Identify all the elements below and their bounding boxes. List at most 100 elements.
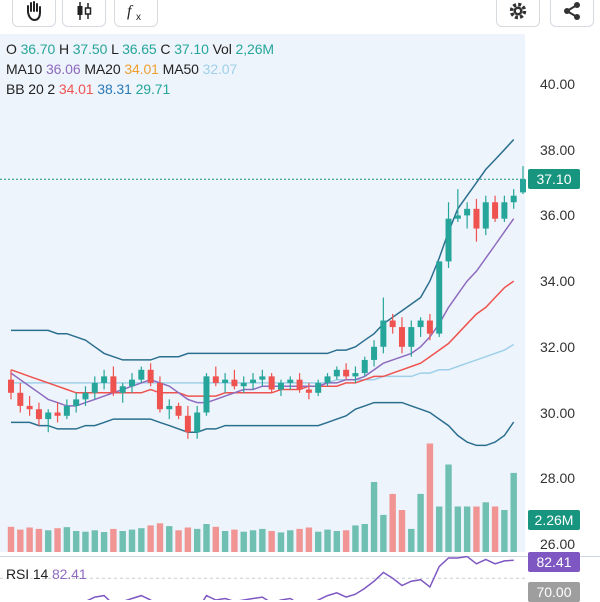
open-label: O: [6, 41, 17, 57]
volume-bar: [7, 526, 15, 552]
candle-body: [110, 376, 117, 393]
volume-bar: [45, 530, 52, 552]
candle-body: [222, 379, 229, 383]
candle-body: [250, 379, 257, 383]
volume-bar: [482, 502, 489, 552]
candle-body: [352, 373, 359, 377]
candle-body: [184, 415, 191, 433]
volume-bar: [352, 525, 359, 552]
bb-mid-value: 34.01: [58, 81, 94, 97]
candle-body: [501, 202, 508, 219]
candle-body: [175, 405, 182, 416]
candle-body: [63, 405, 70, 416]
volume-label: Vol: [212, 41, 232, 57]
volume-bar: [166, 526, 173, 552]
candle-body: [473, 208, 480, 229]
rsi-pane[interactable]: [0, 556, 525, 601]
share-button[interactable]: [550, 0, 594, 27]
volume-bar: [35, 528, 43, 552]
tick-label: 32.00: [540, 339, 576, 355]
candle-body: [156, 382, 163, 410]
volume-bar: [128, 529, 136, 552]
low-label: L: [111, 41, 119, 57]
candle-body: [315, 382, 322, 393]
candle-body: [212, 376, 219, 383]
volume-bar: [417, 493, 424, 552]
candle-body: [26, 405, 33, 410]
candle-body: [361, 359, 368, 374]
volume-value: 2,26M: [235, 41, 275, 57]
ma20-label: MA20: [84, 61, 121, 77]
candle-body: [333, 369, 340, 377]
ma-legend: MA10 36.06 MA20 34.01 MA50 32.07: [6, 61, 237, 77]
volume-bar: [110, 528, 117, 552]
volume-bar: [463, 506, 471, 552]
ma10-label: MA10: [6, 61, 43, 77]
candle-body: [277, 382, 284, 390]
ma50-value: 32.07: [202, 61, 238, 77]
volume-bar: [445, 464, 452, 552]
ma10-value: 36.06: [45, 61, 81, 77]
candle-body: [35, 409, 42, 420]
candle-body: [398, 327, 405, 347]
candle-body: [129, 379, 136, 387]
candle-body: [54, 412, 61, 416]
volume-bar: [259, 528, 266, 552]
volume-bar: [473, 506, 480, 552]
candle-body: [464, 208, 471, 216]
volume-bar: [119, 531, 126, 552]
volume-bar: [454, 506, 462, 552]
volume-bar: [82, 531, 89, 552]
rsi-label: RSI 14: [6, 566, 49, 582]
candle-body: [305, 389, 312, 393]
candle-body: [510, 195, 517, 203]
candle-body: [17, 392, 24, 406]
candles-icon: [77, 2, 92, 20]
volume-bar: [315, 531, 322, 552]
volume-bar: [408, 528, 415, 552]
volume-bar: [305, 527, 313, 552]
ohlc-legend: O 36.70 H 37.50 L 36.65 C 37.10 Vol 2,26…: [6, 41, 274, 57]
volume-bar: [501, 510, 508, 552]
candle-body: [389, 320, 396, 328]
volume-bar: [184, 527, 192, 552]
candle-body: [101, 376, 108, 383]
volume-bar: [156, 523, 164, 552]
tick-label: 26.00: [540, 536, 576, 552]
candle-body: [417, 320, 424, 328]
candle-body: [73, 399, 80, 406]
candle-body: [436, 261, 443, 334]
bb-upper-line: [11, 138, 515, 361]
volume-bar: [91, 530, 98, 552]
price-axis[interactable]: [525, 34, 600, 552]
hand-tool-button[interactable]: [12, 0, 56, 27]
open-value: 36.70: [20, 41, 56, 57]
tick-label: 34.00: [540, 273, 576, 289]
candle-body: [343, 369, 350, 377]
candle-body: [240, 382, 247, 387]
candle-body: [445, 218, 452, 262]
volume-bar: [277, 532, 285, 552]
volume-bar: [63, 527, 71, 552]
candles-tool-button[interactable]: [62, 0, 106, 27]
settings-button[interactable]: [496, 0, 540, 27]
candle-body: [82, 392, 89, 400]
candle-body: [166, 405, 173, 410]
function-icon: f x: [127, 3, 141, 22]
bb-upper-value: 38.31: [97, 81, 132, 97]
indicator-tool-button[interactable]: f x: [114, 0, 158, 27]
candle-body: [45, 412, 52, 420]
volume-bar: [510, 472, 517, 552]
candle-body: [119, 386, 126, 393]
volume-bar: [231, 529, 238, 552]
ma20-value: 34.01: [124, 61, 159, 77]
volume-bar: [203, 524, 210, 552]
candle-body: [371, 346, 378, 360]
candle-body: [268, 376, 275, 390]
gear-icon: [509, 2, 527, 20]
rsi-value-tag: 82.41: [528, 552, 580, 572]
current-price-tag: 37.10: [528, 169, 580, 189]
candle-body: [147, 369, 154, 383]
close-value: 37.10: [174, 41, 209, 57]
candle-body: [492, 202, 499, 219]
